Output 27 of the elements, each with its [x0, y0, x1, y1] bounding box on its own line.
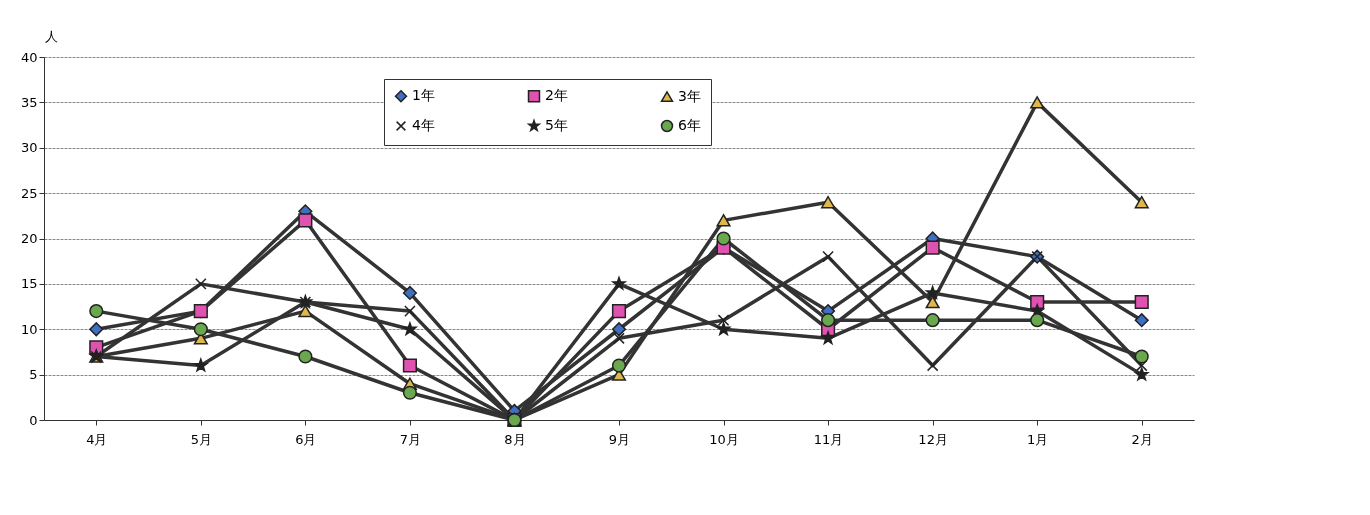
y-tick-label: 0 [29, 412, 38, 428]
y-tick-label: 20 [20, 231, 38, 246]
y-tick-label: 10 [20, 321, 38, 337]
legend-label: 1年 [412, 87, 435, 104]
y-tick-label: 30 [20, 140, 38, 156]
legend-label: 4年 [412, 117, 435, 133]
x-tick-label: 9月 [608, 431, 631, 447]
y-tick-label: 35 [20, 94, 38, 110]
x-tick-label: 11月 [813, 431, 844, 447]
legend-label: 6年 [678, 117, 701, 133]
x-tick-label: 7月 [399, 431, 422, 447]
y-axis-title: 人 [44, 28, 58, 44]
legend-label: 5年 [545, 117, 568, 133]
x-tick-label: 4月 [86, 431, 108, 447]
y-tick-label: 15 [20, 276, 38, 292]
x-tick-label: 1月 [1027, 431, 1049, 447]
y-tick-label: 5 [29, 367, 38, 383]
x-tick-label: 5月 [190, 431, 212, 447]
x-tick-label: 10月 [709, 431, 739, 447]
y-tick-label: 25 [20, 185, 38, 201]
x-tick-label: 6月 [295, 431, 317, 447]
x-tick-label: 2月 [1131, 431, 1153, 447]
legend-label: 3年 [678, 87, 701, 104]
y-tick-label: 40 [20, 49, 38, 65]
legend-label: 2年 [545, 87, 568, 104]
x-tick-label: 8月 [504, 431, 526, 447]
x-tick-label: 12月 [918, 431, 948, 447]
